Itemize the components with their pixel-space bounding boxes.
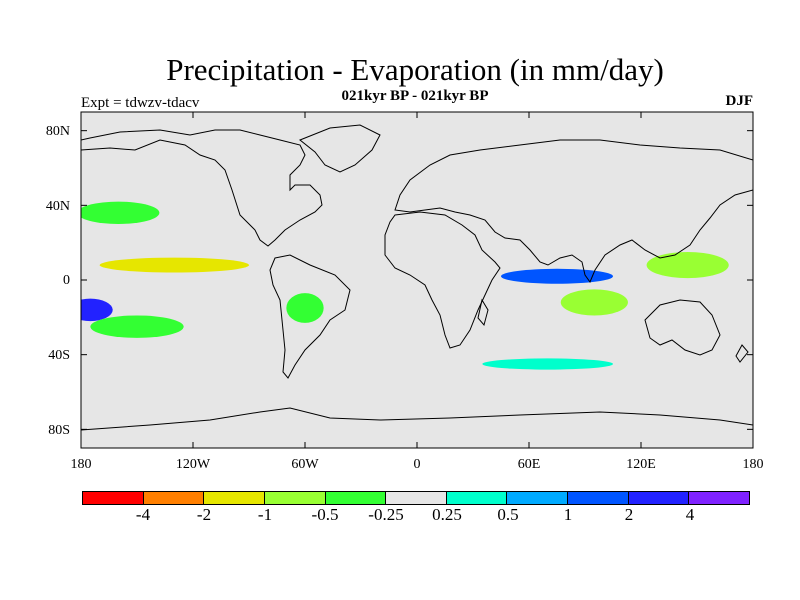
colorbar-swatch: [325, 492, 387, 504]
colorbar-swatch: [264, 492, 326, 504]
coastline-eurasia: [394, 139, 753, 284]
pe-anomaly-patch: [81, 201, 160, 224]
colorbar-label: 4: [685, 505, 695, 524]
pe-anomaly-patch: [81, 298, 113, 322]
colorbar-swatch: [689, 492, 750, 504]
lon-tick-label: 0: [413, 457, 421, 472]
experiment-label: Expt = tdwzv-tdacv: [81, 95, 200, 111]
coastlines: [81, 124, 753, 431]
lon-tick-label: 60E: [517, 457, 541, 472]
coastline-antarctica: [81, 407, 753, 431]
colorbar: [82, 491, 750, 505]
lon-tick-label: 180: [70, 457, 92, 472]
colorbar-swatch: [446, 492, 508, 504]
colorbar-swatch: [628, 492, 690, 504]
axis-ticks: [80, 112, 754, 448]
colorbar-label: 1: [563, 505, 573, 524]
colorbar-label: 0.25: [432, 505, 462, 524]
pe-anomaly-patch: [90, 315, 184, 338]
coastline-africa: [384, 211, 501, 349]
colorbar-swatch: [204, 492, 265, 504]
lon-tick-label: 60W: [291, 457, 319, 472]
coastline-south-america: [269, 254, 351, 379]
colorbar-swatch: [386, 492, 447, 504]
colorbar-label: -4: [135, 505, 151, 524]
coastline-new-zealand: [735, 344, 749, 363]
coastline-north-america: [81, 129, 323, 247]
coastline-australia: [644, 299, 721, 356]
coastline-greenland: [299, 124, 381, 173]
lat-tick-label: 0: [63, 273, 70, 288]
pe-anomaly-patch: [286, 293, 324, 323]
colorbar-label: -1: [257, 505, 273, 524]
coastline-madagascar: [477, 298, 489, 327]
lat-tick-label: 40N: [45, 199, 70, 214]
colorbar-label: 2: [624, 505, 634, 524]
colorbar-swatch: [83, 492, 144, 504]
colorbar-swatch: [507, 492, 569, 504]
colorbar-label: -0.25: [368, 505, 404, 524]
lon-tick-label: 120W: [175, 457, 211, 472]
pe-anomaly-patch: [482, 358, 613, 370]
pe-anomaly-patch: [99, 257, 250, 273]
pe-field-layer: [81, 201, 729, 370]
colorbar-label: -0.5: [311, 505, 339, 524]
colorbar-swatch: [143, 492, 205, 504]
lon-tick-label: 120E: [626, 457, 656, 472]
lat-tick-label: 80N: [45, 124, 70, 139]
pe-anomaly-patch: [501, 268, 613, 284]
lon-tick-label: 180: [742, 457, 764, 472]
chart-title: Precipitation - Evaporation (in mm/day): [166, 52, 664, 87]
colorbar-label: -2: [196, 505, 212, 524]
pe-anomaly-patch: [646, 252, 729, 279]
season-label: DJF: [725, 93, 754, 109]
lat-tick-label: 80S: [48, 423, 70, 438]
chart-subtitle: 021kyr BP - 021kyr BP: [341, 88, 489, 104]
colorbar-swatch: [568, 492, 629, 504]
colorbar-label: 0.5: [497, 505, 519, 524]
lat-tick-label: 40S: [48, 348, 70, 363]
pe-anomaly-patch: [560, 289, 628, 316]
